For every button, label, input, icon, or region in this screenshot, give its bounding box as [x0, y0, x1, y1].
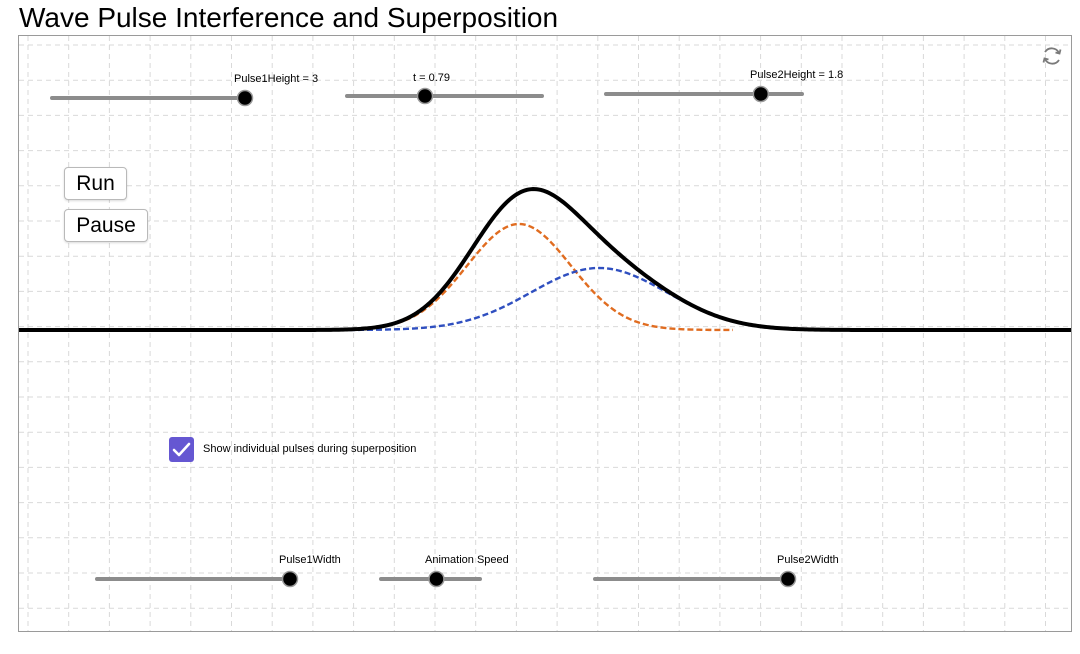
checkmark-icon — [172, 442, 191, 457]
pulse2-width-label: Pulse2Width — [777, 554, 839, 566]
animation-speed-label: Animation Speed — [425, 554, 509, 566]
graphics-view[interactable] — [19, 36, 1071, 631]
pulse2-height-slider-handle[interactable] — [752, 85, 770, 103]
pulse1-height-slider-handle[interactable] — [236, 89, 254, 107]
page-title: Wave Pulse Interference and Superpositio… — [19, 2, 559, 33]
pulse1-height-label: Pulse1Height = 3 — [234, 73, 319, 85]
time-label: t = 0.79 — [413, 72, 451, 84]
pause-button[interactable]: Pause — [64, 209, 148, 242]
show-pulses-label: Show individual pulses during superposit… — [203, 443, 417, 455]
pulse1-width-slider-handle[interactable] — [281, 570, 299, 588]
show-pulses-checkbox[interactable] — [169, 437, 194, 462]
applet-canvas[interactable]: Pulse1Height = 3 t = 0.79 Pulse2Height =… — [18, 35, 1072, 632]
pulse2-height-label: Pulse2Height = 1.8 — [750, 69, 844, 81]
pulse2-width-slider-handle[interactable] — [779, 570, 797, 588]
run-button[interactable]: Run — [64, 167, 127, 200]
refresh-icon[interactable] — [1040, 44, 1064, 68]
pulse1-curve — [378, 222, 734, 332]
animation-speed-slider-handle[interactable] — [428, 570, 445, 588]
superposition-curve — [19, 187, 1071, 332]
sliders-layer — [50, 85, 804, 588]
time-slider-handle[interactable] — [416, 87, 434, 105]
grid-lines — [19, 36, 1071, 631]
pulse1-width-label: Pulse1Width — [279, 554, 341, 566]
wave-curves — [19, 187, 1071, 332]
